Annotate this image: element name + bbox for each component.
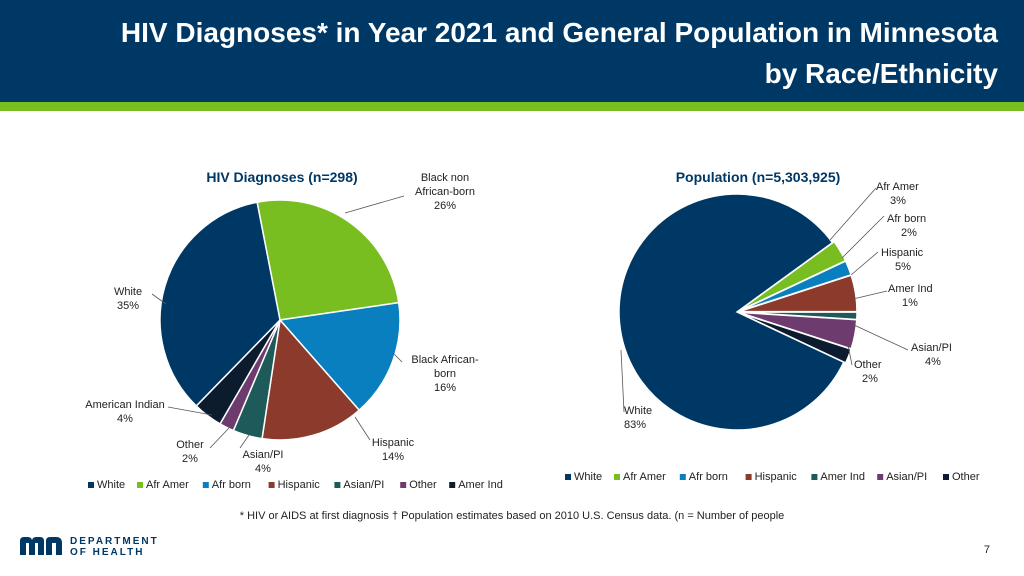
- chart2-title: Population (n=5,303,925): [676, 169, 841, 185]
- chart2-legend-label-afr_born: Afr born: [689, 471, 728, 483]
- chart1-title: HIV Diagnoses (n=298): [206, 169, 357, 185]
- chart1-label-other: 4%: [117, 413, 133, 425]
- chart1-leader-asian_pi: [209, 427, 230, 449]
- chart2-label-amer_ind: Amer Ind: [888, 283, 933, 295]
- logo-text: DEPARTMENT OF HEALTH: [70, 536, 159, 558]
- chart1-leader-afr_amer: [344, 195, 405, 214]
- chart2-leader-amer_ind: [852, 290, 888, 300]
- chart2-label-asian_pi: 4%: [925, 356, 941, 368]
- chart1-label-afr_born: 16%: [434, 382, 456, 394]
- logo-line-2: OF HEALTH: [70, 547, 145, 558]
- chart1-slice-white: [159, 201, 281, 408]
- chart1-label-hispanic: 14%: [382, 451, 404, 463]
- chart2-leader-afr_amer: [829, 187, 877, 241]
- chart2-label-afr_amer: Afr Amer: [876, 181, 919, 193]
- chart1-legend-label-hispanic: Hispanic: [278, 479, 321, 491]
- logo-line-1: DEPARTMENT: [70, 536, 159, 547]
- chart2-legend-swatch-amer_ind: [811, 474, 818, 480]
- chart1-leader-afr_born: [392, 352, 403, 363]
- chart1-legend-swatch-afr_amer: [137, 482, 143, 488]
- chart1-legend-label-afr_amer: Afr Amer: [146, 479, 189, 491]
- chart1-legend-swatch-asian_pi: [400, 482, 407, 488]
- chart1-slice-hispanic: [261, 318, 361, 441]
- chart2-legend-swatch-afr_born: [679, 474, 686, 480]
- chart2-label-white: White: [624, 405, 652, 417]
- page-title: HIV Diagnoses* in Year 2021 and General …: [38, 12, 998, 94]
- chart2-label-afr_amer: 3%: [890, 195, 906, 207]
- chart1-legend-swatch-other: [449, 482, 456, 488]
- chart2-legend-label-other: Other: [952, 471, 980, 483]
- header-accent-stripe: [0, 102, 1024, 111]
- chart1-label-afr_amer: 26%: [434, 200, 456, 212]
- chart1-label-amer_ind: 4%: [255, 463, 271, 475]
- chart1-slice-afr_born: [278, 301, 401, 412]
- chart2-legend-swatch-white: [565, 474, 571, 480]
- chart2-label-hispanic: Hispanic: [881, 247, 924, 259]
- chart1-legend-swatch-amer_ind: [334, 482, 341, 488]
- chart1-slice-afr_amer: [256, 199, 400, 321]
- chart2-slice-white: [618, 193, 845, 431]
- footnote: * HIV or AIDS at first diagnosis † Popul…: [239, 510, 785, 522]
- chart1-leader-amer_ind: [239, 434, 250, 449]
- chart2-label-white: 83%: [624, 419, 646, 431]
- chart2-legend-swatch-asian_pi: [877, 474, 884, 480]
- chart1-label-amer_ind: Asian/PI: [243, 449, 284, 461]
- chart1-legend-label-asian_pi: Other: [409, 479, 437, 491]
- page-number: 7: [983, 544, 990, 556]
- chart2-leader-other: [847, 344, 853, 366]
- chart1-label-afr_born: born: [434, 368, 456, 380]
- chart2-leader-afr_born: [841, 215, 885, 259]
- chart1-legend-label-afr_born: Afr born: [212, 479, 251, 491]
- chart2-label-amer_ind: 1%: [902, 297, 918, 309]
- chart2-legend-swatch-hispanic: [745, 474, 752, 480]
- chart1-legend-swatch-afr_born: [202, 482, 209, 488]
- chart2-leader-white: [620, 349, 625, 413]
- chart1-label-hispanic: Hispanic: [372, 437, 415, 449]
- chart2-legend-swatch-other: [943, 474, 949, 480]
- chart1-leader-hispanic: [354, 416, 371, 441]
- mn-logo-icon: [20, 537, 62, 555]
- chart2-legend-label-hispanic: Hispanic: [755, 471, 798, 483]
- chart1-label-white: 35%: [117, 300, 139, 312]
- chart2-label-other: Other: [854, 359, 882, 371]
- chart1-legend-swatch-white: [88, 482, 94, 488]
- chart2-legend-swatch-afr_amer: [614, 474, 620, 480]
- chart2-legend-label-afr_amer: Afr Amer: [623, 471, 666, 483]
- chart1-leader-other: [167, 406, 213, 416]
- chart1-label-asian_pi: Other: [176, 439, 204, 451]
- header-bar: [0, 0, 1024, 102]
- chart2-leader-hispanic: [850, 251, 879, 276]
- chart2-leader-asian_pi: [853, 324, 909, 351]
- chart1-leader-white: [151, 293, 167, 305]
- chart2-legend-label-white: White: [574, 471, 602, 483]
- chart1-legend-label-amer_ind: Asian/PI: [343, 479, 384, 491]
- chart1-legend-label-other: Amer Ind: [458, 479, 503, 491]
- chart2-label-asian_pi: Asian/PI: [911, 342, 952, 354]
- chart2-label-afr_born: 2%: [901, 227, 917, 239]
- chart2-label-afr_born: Afr born: [887, 213, 926, 225]
- title-line-1: HIV Diagnoses* in Year 2021 and General …: [120, 17, 998, 48]
- chart1-legend-label-white: White: [97, 479, 125, 491]
- title-line-2: by Race/Ethnicity: [764, 58, 998, 89]
- chart1-label-other: American Indian: [85, 399, 165, 411]
- chart1-label-afr_born: Black African-: [411, 354, 479, 366]
- chart1-label-afr_amer: African-born: [415, 186, 475, 198]
- chart1-label-white: White: [114, 286, 142, 298]
- chart2-label-other: 2%: [862, 373, 878, 385]
- chart2-legend-label-amer_ind: Amer Ind: [820, 471, 865, 483]
- chart1-label-asian_pi: 2%: [182, 453, 198, 465]
- chart2-label-hispanic: 5%: [895, 261, 911, 273]
- chart2-legend-label-asian_pi: Asian/PI: [886, 471, 927, 483]
- chart1-label-afr_amer: Black non: [421, 172, 469, 184]
- chart1-legend-swatch-hispanic: [268, 482, 275, 488]
